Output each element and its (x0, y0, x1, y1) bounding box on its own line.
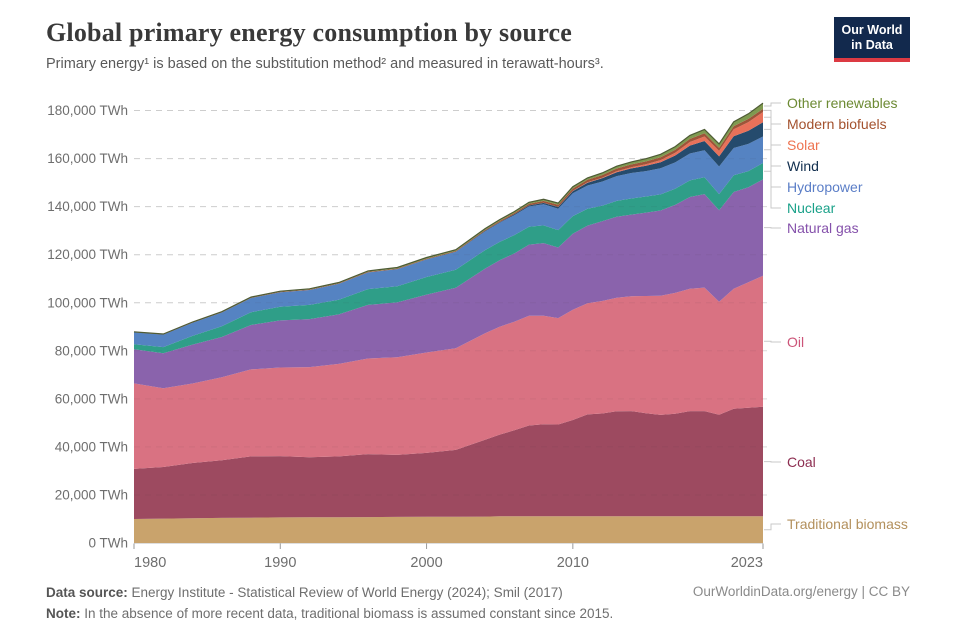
y-axis-label-60000: 60,000 TWh (55, 391, 128, 406)
area-traditional-biomass (134, 516, 763, 543)
legend-connector-other-renewables (764, 102, 781, 107)
area-hydropower (134, 136, 763, 348)
legend-label-traditional-biomass[interactable]: Traditional biomass (787, 516, 908, 532)
y-axis-label-100000: 100,000 TWh (47, 295, 128, 310)
y-axis-label-20000: 20,000 TWh (55, 487, 128, 502)
logo-line-2: in Data (851, 38, 893, 52)
legend-label-natural-gas[interactable]: Natural gas (787, 220, 859, 236)
legend-label-other-renewables[interactable]: Other renewables (787, 95, 898, 111)
y-axis-label-0: 0 TWh (88, 536, 128, 551)
area-oil (134, 275, 763, 469)
x-axis-label-1990: 1990 (264, 555, 296, 571)
legend-connector-solar (764, 116, 781, 146)
legend-label-solar[interactable]: Solar (787, 137, 820, 153)
data-source-label: Data source: (46, 585, 128, 600)
legend-label-oil[interactable]: Oil (787, 334, 804, 350)
legend-connector-nuclear (764, 170, 781, 209)
data-source-text: Energy Institute - Statistical Review of… (127, 585, 563, 600)
area-coal (134, 406, 763, 519)
x-axis-label-2023: 2023 (731, 555, 763, 571)
note-text: In the absence of more recent data, trad… (80, 606, 614, 621)
footer-notes: Data source: Energy Institute - Statisti… (46, 582, 613, 624)
legend-connector-traditional-biomass (764, 523, 781, 531)
data-source-line: Data source: Energy Institute - Statisti… (46, 582, 613, 603)
x-axis-label-2000: 2000 (410, 555, 442, 571)
y-axis-label-160000: 160,000 TWh (47, 151, 128, 166)
legend-label-coal[interactable]: Coal (787, 454, 816, 470)
x-axis-label-1980: 1980 (134, 555, 166, 571)
note-line: Note: In the absence of more recent data… (46, 603, 613, 624)
area-wind (134, 122, 763, 335)
legend-connector-hydropower (764, 149, 781, 188)
page-title: Global primary energy consumption by sou… (46, 18, 572, 47)
stack-top-outline (133, 102, 764, 335)
x-axis-label-2010: 2010 (557, 555, 589, 571)
chart-subtitle: Primary energy¹ is based on the substitu… (46, 56, 604, 72)
legend-connector-wind (764, 128, 781, 167)
y-axis-label-140000: 140,000 TWh (47, 199, 128, 214)
legend-label-hydropower[interactable]: Hydropower (787, 179, 863, 195)
logo-line-1: Our World (841, 23, 903, 37)
owid-logo: Our World in Data (834, 17, 910, 62)
legend-label-wind[interactable]: Wind (787, 158, 819, 174)
legend-label-modern-biofuels[interactable]: Modern biofuels (787, 116, 887, 132)
note-label: Note: (46, 606, 81, 621)
legend-label-nuclear[interactable]: Nuclear (787, 200, 836, 216)
y-axis-label-40000: 40,000 TWh (55, 439, 128, 454)
legend-connector-oil (764, 340, 781, 343)
y-axis-label-180000: 180,000 TWh (47, 103, 128, 118)
y-axis-label-80000: 80,000 TWh (55, 343, 128, 358)
area-nuclear (134, 163, 763, 354)
attribution-link[interactable]: OurWorldinData.org/energy | CC BY (692, 584, 910, 599)
y-axis-label-120000: 120,000 TWh (47, 247, 128, 262)
area-natural-gas (134, 179, 763, 389)
